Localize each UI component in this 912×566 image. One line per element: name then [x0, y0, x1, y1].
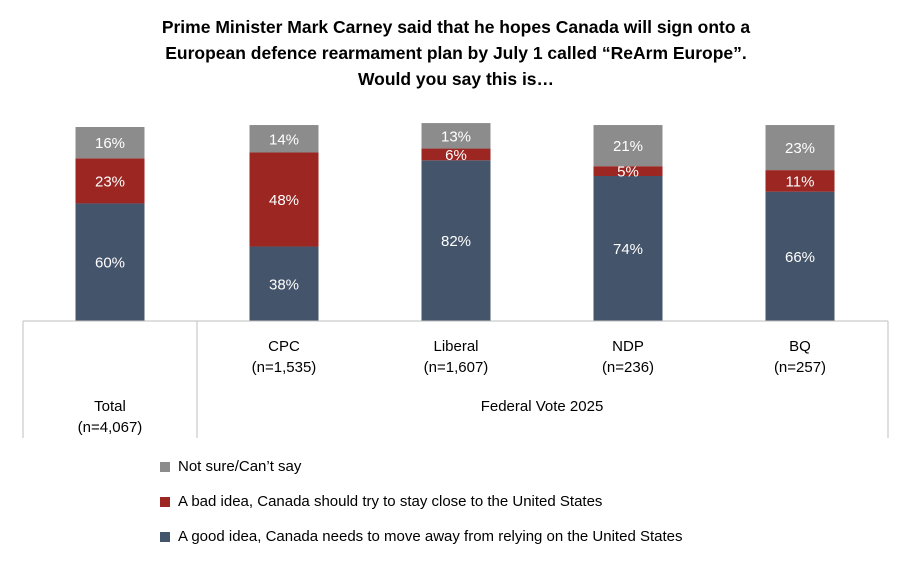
data-label-bq-s1: 11% — [786, 173, 815, 190]
bar-segment-total-s1 — [75, 158, 145, 204]
bar-segment-bq-s2 — [765, 125, 835, 171]
legend-swatch-bad-idea — [160, 497, 170, 507]
bar-segment-liberal-s1 — [421, 148, 491, 161]
bar-segment-cpc-s0 — [249, 246, 319, 321]
bar-segment-liberal-s0 — [421, 160, 491, 321]
bar-segment-cpc-s2 — [249, 125, 319, 153]
legend-label-good-idea: A good idea, Canada needs to move away f… — [178, 528, 683, 545]
data-label-total-s0: 60% — [95, 255, 125, 272]
data-label-liberal-s0: 82% — [441, 233, 471, 250]
data-label-total-s2: 16% — [95, 135, 125, 152]
chart-title-line-2: European defence rearmament plan by July… — [165, 43, 747, 63]
bar-segment-ndp-s2 — [593, 125, 663, 167]
data-label-cpc-s1: 48% — [269, 192, 299, 209]
category-n-liberal: (n=1,607) — [424, 359, 489, 376]
bar-segment-ndp-s0 — [593, 175, 663, 321]
bar-segment-bq-s0 — [765, 191, 835, 321]
legend-swatch-not-sure — [160, 462, 170, 472]
data-label-total-s1: 23% — [95, 173, 125, 190]
category-n-ndp: (n=236) — [602, 359, 654, 376]
data-label-ndp-s2: 21% — [613, 138, 643, 155]
chart-title-line-3: Would you say this is… — [357, 69, 555, 89]
bar-segment-total-s0 — [75, 203, 145, 321]
category-label-cpc: CPC — [268, 338, 300, 355]
category-n-total: (n=4,067) — [78, 419, 143, 436]
data-label-cpc-s0: 38% — [269, 276, 299, 293]
bar-segment-total-s2 — [75, 127, 145, 159]
data-label-ndp-s0: 74% — [613, 241, 643, 258]
category-label-total: Total — [94, 398, 126, 415]
group-label-federal-vote: Federal Vote 2025 — [481, 398, 604, 415]
category-label-liberal: Liberal — [433, 338, 478, 355]
category-n-bq: (n=257) — [774, 359, 826, 376]
bar-segment-ndp-s1 — [593, 166, 663, 176]
bar-segment-bq-s1 — [765, 170, 835, 192]
legend-label-not-sure: Not sure/Can’t say — [178, 458, 302, 475]
bar-segment-liberal-s2 — [421, 123, 491, 149]
data-label-bq-s2: 23% — [785, 140, 815, 157]
data-label-liberal-s2: 13% — [441, 128, 471, 145]
legend-label-bad-idea: A bad idea, Canada should try to stay cl… — [178, 493, 603, 510]
data-label-liberal-s1: 6% — [445, 147, 467, 164]
category-n-cpc: (n=1,535) — [252, 359, 317, 376]
data-label-ndp-s1: 5% — [617, 164, 639, 181]
category-label-bq: BQ — [789, 338, 811, 355]
data-label-cpc-s2: 14% — [269, 131, 299, 148]
data-label-bq-s0: 66% — [785, 249, 815, 266]
bar-segment-cpc-s1 — [249, 152, 319, 247]
legend-swatch-good-idea — [160, 532, 170, 542]
chart-title: Prime Minister Mark Carney said that he … — [0, 14, 912, 92]
category-label-ndp: NDP — [612, 338, 644, 355]
chart-title-line-1: Prime Minister Mark Carney said that he … — [161, 17, 751, 37]
